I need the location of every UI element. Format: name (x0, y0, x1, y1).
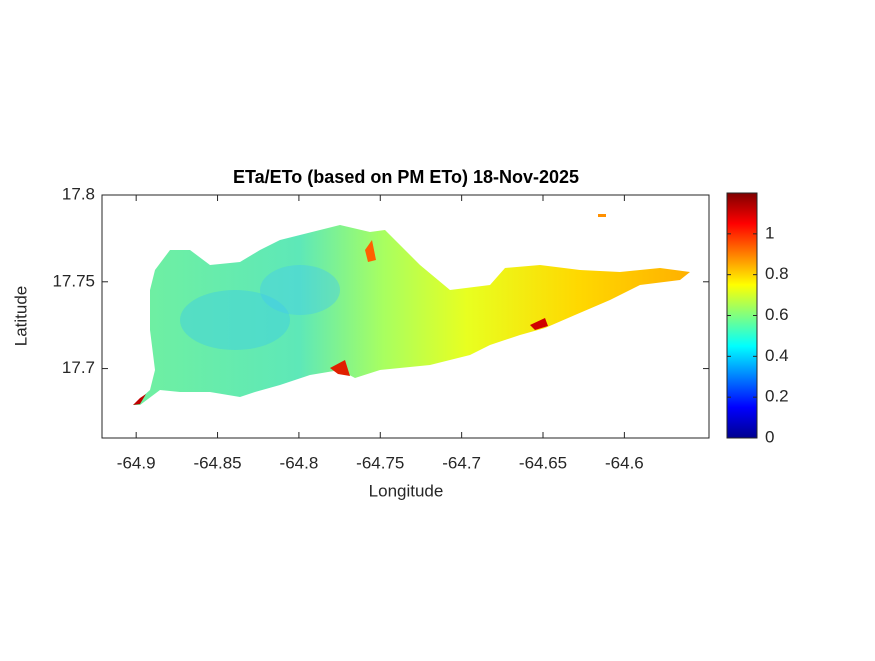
y-tick-label: 17.8 (62, 184, 95, 203)
y-tick-label: 17.7 (62, 358, 95, 377)
dry-patch (530, 318, 548, 330)
y-axis-label: Latitude (11, 286, 30, 347)
colorbar-tick-label: 0.6 (765, 305, 789, 324)
wet-patch (180, 290, 290, 350)
x-tick-label: -64.9 (117, 453, 156, 472)
dry-patch (330, 360, 350, 376)
x-tick-label: -64.65 (519, 453, 567, 472)
y-tick-label: 17.75 (52, 271, 95, 290)
dry-patch (133, 394, 146, 405)
wet-patch (260, 265, 340, 315)
dry-patch (365, 240, 376, 262)
x-tick-label: -64.6 (605, 453, 644, 472)
chart-title: ETa/ETo (based on PM ETo) 18-Nov-2025 (233, 167, 579, 187)
land (133, 214, 690, 405)
colorbar-tick-label: 0.8 (765, 264, 789, 283)
x-tick-label: -64.85 (193, 453, 241, 472)
colorbar-tick-label: 1 (765, 223, 774, 242)
islet (598, 214, 606, 217)
colorbar-tick-label: 0.2 (765, 387, 789, 406)
x-tick-label: -64.8 (280, 453, 319, 472)
colorbar (726, 192, 758, 439)
x-tick-label: -64.7 (442, 453, 481, 472)
island (133, 225, 690, 405)
colorbar-tick-label: 0.4 (765, 346, 789, 365)
x-tick-label: -64.75 (356, 453, 404, 472)
x-axis-label: Longitude (369, 481, 444, 500)
colorbar-tick-label: 0 (765, 427, 774, 446)
